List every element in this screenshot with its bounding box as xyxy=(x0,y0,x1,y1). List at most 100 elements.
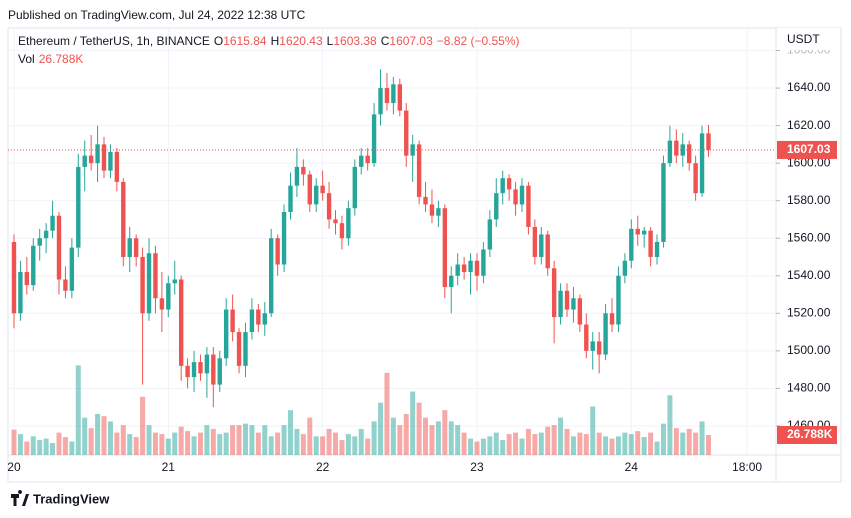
volume-bar xyxy=(500,440,506,455)
last-volume-box xyxy=(777,426,837,445)
candle-body xyxy=(294,166,300,186)
candle-body xyxy=(436,208,441,216)
legend-value: 1607.03 xyxy=(389,34,433,48)
volume-bar xyxy=(152,432,158,455)
candle-body xyxy=(320,185,325,194)
candle-body xyxy=(378,88,383,115)
y-axis-label: USDT xyxy=(787,32,820,46)
candle-body xyxy=(69,247,75,291)
volume-bar xyxy=(223,432,229,455)
x-tick-label: 22 xyxy=(316,460,330,474)
legend-change: −8.82 (−0.55%) xyxy=(436,34,520,48)
volume-bar xyxy=(210,428,216,455)
candle-body xyxy=(249,309,255,333)
y-tick-label: 1580.00 xyxy=(787,193,831,207)
candle-body xyxy=(629,228,634,261)
volume-bar xyxy=(667,395,673,455)
last-price-label: 1607.03 xyxy=(787,142,831,156)
candle-body xyxy=(397,84,403,111)
last-price-box xyxy=(777,140,837,159)
legend-symbol: Ethereum / TetherUS, 1h, BINANCE xyxy=(18,34,210,48)
candle-body xyxy=(693,163,698,194)
candle-body xyxy=(256,309,261,325)
volume-bar xyxy=(378,402,384,455)
volume-bar xyxy=(686,428,692,455)
candle-body xyxy=(76,166,81,248)
legend-line: Ethereum / TetherUS, 1h, BINANCE O1615.84… xyxy=(18,34,524,48)
candle-body xyxy=(455,264,460,276)
volume-bar xyxy=(532,434,538,455)
candle-body xyxy=(288,185,293,212)
candle-body xyxy=(275,238,280,265)
volume-bar xyxy=(43,438,49,455)
candle-body xyxy=(641,230,647,235)
candle-body xyxy=(577,298,583,325)
candle-body xyxy=(596,341,602,355)
volume-bar xyxy=(146,425,152,455)
x-tick-label: 23 xyxy=(470,460,484,474)
x-tick-label: 18:00 xyxy=(732,460,762,474)
volume-bar xyxy=(88,428,94,455)
volume-bar xyxy=(281,425,287,455)
volume-bar xyxy=(172,432,178,455)
volume-bar xyxy=(159,434,165,455)
candle-body xyxy=(11,241,17,314)
candle-body xyxy=(680,144,685,156)
volume-bar xyxy=(570,436,576,455)
volume-bar xyxy=(628,434,634,455)
candle-body xyxy=(191,362,197,378)
volume-bar xyxy=(307,417,313,455)
volume-bar xyxy=(564,428,570,455)
candle-body xyxy=(423,196,428,205)
volume-bar xyxy=(287,410,293,455)
candle-body xyxy=(43,230,49,239)
candle-body xyxy=(365,155,370,164)
candle-body xyxy=(487,219,493,250)
candle-body xyxy=(391,84,396,104)
volume-bar xyxy=(435,421,441,455)
candle-body xyxy=(178,279,184,366)
volume-bar xyxy=(705,435,711,455)
volume-bar xyxy=(107,421,113,455)
candle-body xyxy=(101,144,107,171)
volume-bar xyxy=(525,428,531,455)
candle-body xyxy=(384,88,390,104)
volume-bar xyxy=(17,434,23,455)
x-tick-label: 24 xyxy=(625,460,639,474)
volume-bar xyxy=(37,440,43,455)
axis-label-bg xyxy=(778,28,840,50)
candle-body xyxy=(326,193,332,220)
candle-body xyxy=(352,166,357,209)
volume-bar xyxy=(487,436,493,455)
candle-body xyxy=(616,275,621,325)
volume-bar xyxy=(403,413,409,455)
candle-body xyxy=(217,358,222,385)
y-tick-label: 1500.00 xyxy=(787,343,831,357)
volume-bar xyxy=(133,437,139,455)
volume-bar xyxy=(262,425,268,455)
candle-body xyxy=(571,298,576,310)
volume-bar xyxy=(673,428,679,455)
x-tick-label: 21 xyxy=(162,460,176,474)
candle-body xyxy=(95,144,100,164)
y-tick-label: 1560.00 xyxy=(787,230,831,244)
volume-bar xyxy=(62,437,68,455)
volume-bar xyxy=(95,413,101,455)
volume-bar xyxy=(538,432,544,455)
candle-body xyxy=(442,208,448,288)
volume-bar xyxy=(230,425,236,455)
candle-body xyxy=(500,178,505,194)
candle-body xyxy=(513,189,518,205)
volume-bar xyxy=(603,436,609,455)
candle-body xyxy=(24,272,30,286)
volume-bar xyxy=(577,432,583,455)
candle-body xyxy=(674,140,679,156)
volume-bar xyxy=(24,441,30,455)
volume-bar xyxy=(333,432,339,455)
volume-bar xyxy=(191,436,197,455)
candle-body xyxy=(333,219,338,224)
candle-body xyxy=(146,253,152,314)
volume-bar xyxy=(50,443,56,455)
volume-bar xyxy=(468,438,474,455)
y-tick-label: 1620.00 xyxy=(787,118,831,132)
